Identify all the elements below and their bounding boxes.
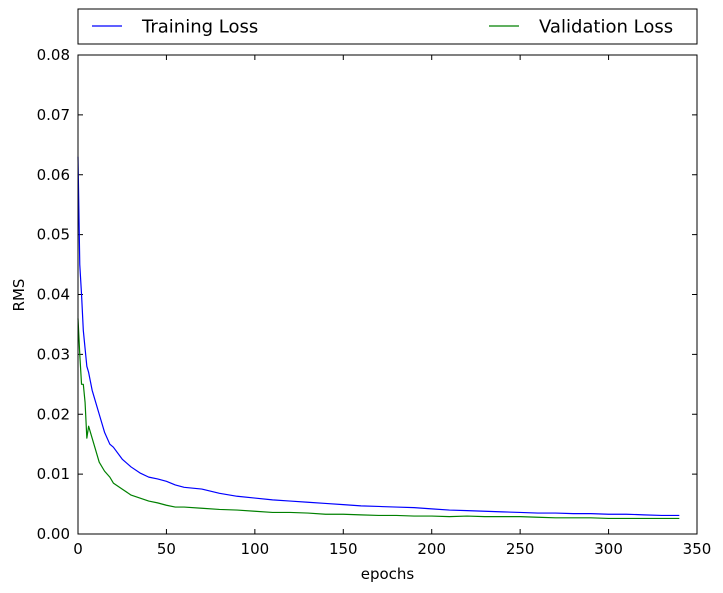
y-tick-label: 0.03 bbox=[37, 345, 70, 363]
series-line-training-loss bbox=[77, 156, 680, 517]
legend-label-validation-loss: Validation Loss bbox=[539, 17, 673, 38]
x-tick-label: 150 bbox=[329, 540, 358, 558]
y-tick-label: 0.04 bbox=[37, 286, 70, 304]
y-tick-label: 0.02 bbox=[37, 405, 70, 423]
legend-box bbox=[77, 8, 698, 45]
x-tick-label: 50 bbox=[157, 540, 176, 558]
y-tick-label: 0.06 bbox=[37, 166, 70, 184]
legend-label-training-loss: Training Loss bbox=[141, 17, 258, 38]
y-tick-label: 0.05 bbox=[37, 226, 70, 244]
series-line-validation-loss bbox=[77, 318, 680, 520]
series-lines bbox=[77, 156, 680, 520]
x-tick-label: 0 bbox=[73, 540, 83, 558]
legend: Training Loss Validation Loss bbox=[77, 8, 698, 45]
plot-area-frame bbox=[77, 54, 698, 535]
axis-ticks: 0 50 100 150 200 250 300 350 0.00 0.01 0.02 0.03 0.0… bbox=[37, 46, 712, 558]
x-tick-label: 200 bbox=[417, 540, 446, 558]
x-tick-label: 350 bbox=[683, 540, 712, 558]
x-tick-label: 100 bbox=[241, 540, 270, 558]
y-tick-label: 0.07 bbox=[37, 106, 70, 124]
x-axis-title: epochs bbox=[361, 565, 415, 583]
x-tick-label: 300 bbox=[594, 540, 623, 558]
y-axis-title: RMS bbox=[10, 279, 28, 312]
y-tick-label: 0.00 bbox=[37, 525, 70, 543]
y-tick-label: 0.08 bbox=[37, 46, 70, 64]
y-tick-label: 0.01 bbox=[37, 465, 70, 483]
x-tick-label: 250 bbox=[506, 540, 535, 558]
